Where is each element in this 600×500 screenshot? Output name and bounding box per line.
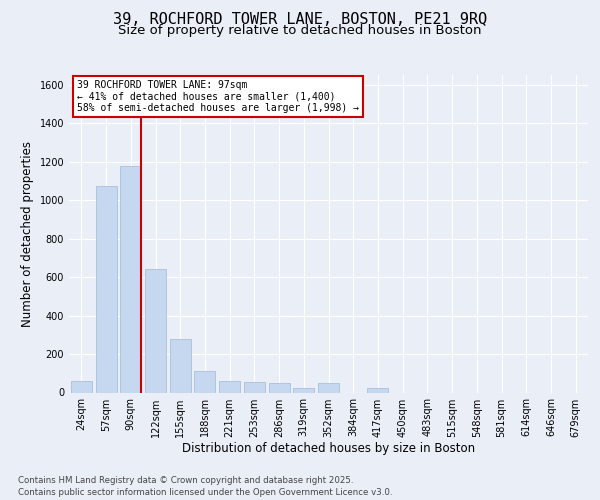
Bar <box>219 381 240 392</box>
Bar <box>170 338 191 392</box>
Bar <box>194 372 215 392</box>
Y-axis label: Number of detached properties: Number of detached properties <box>21 141 34 327</box>
Bar <box>145 270 166 392</box>
Text: Contains HM Land Registry data © Crown copyright and database right 2025.: Contains HM Land Registry data © Crown c… <box>18 476 353 485</box>
Bar <box>318 383 339 392</box>
X-axis label: Distribution of detached houses by size in Boston: Distribution of detached houses by size … <box>182 442 475 456</box>
Text: Size of property relative to detached houses in Boston: Size of property relative to detached ho… <box>118 24 482 37</box>
Bar <box>244 382 265 392</box>
Bar <box>95 186 116 392</box>
Bar <box>120 166 141 392</box>
Bar <box>293 388 314 392</box>
Bar <box>269 383 290 392</box>
Text: 39, ROCHFORD TOWER LANE, BOSTON, PE21 9RQ: 39, ROCHFORD TOWER LANE, BOSTON, PE21 9R… <box>113 12 487 28</box>
Text: 39 ROCHFORD TOWER LANE: 97sqm
← 41% of detached houses are smaller (1,400)
58% o: 39 ROCHFORD TOWER LANE: 97sqm ← 41% of d… <box>77 80 359 113</box>
Bar <box>367 388 388 392</box>
Bar <box>71 381 92 392</box>
Text: Contains public sector information licensed under the Open Government Licence v3: Contains public sector information licen… <box>18 488 392 497</box>
